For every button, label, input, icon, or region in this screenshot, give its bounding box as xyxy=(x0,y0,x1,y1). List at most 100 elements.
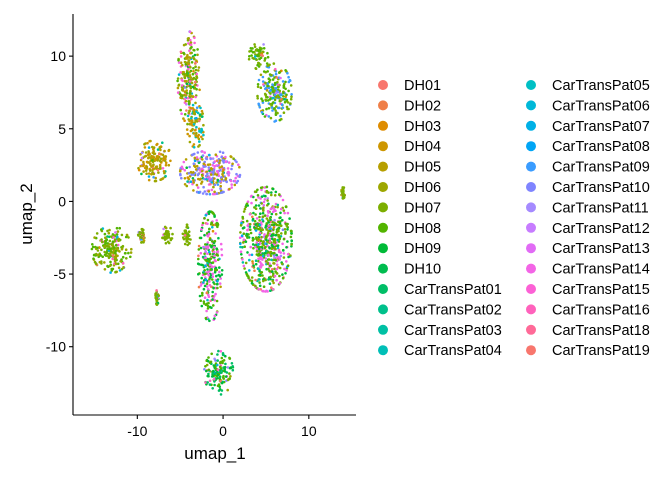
scatter-point xyxy=(209,182,212,186)
scatter-point xyxy=(183,94,186,97)
scatter-point xyxy=(183,97,187,101)
scatter-point xyxy=(238,165,241,169)
scatter-point xyxy=(190,153,194,157)
scatter-point xyxy=(231,162,234,166)
scatter-point xyxy=(219,184,222,188)
scatter-point xyxy=(342,186,346,189)
scatter-point xyxy=(256,85,260,89)
scatter-point xyxy=(121,255,125,259)
scatter-point xyxy=(266,214,269,217)
scatter-point xyxy=(225,371,229,374)
scatter-point xyxy=(249,231,253,235)
scatter-point xyxy=(114,231,117,234)
scatter-point xyxy=(290,231,293,235)
scatter-point xyxy=(187,111,190,115)
scatter-point xyxy=(258,281,261,284)
scatter-point xyxy=(263,57,267,60)
scatter-point xyxy=(144,142,147,145)
scatter-point xyxy=(147,178,151,182)
scatter-point xyxy=(268,246,271,249)
scatter-point xyxy=(189,86,193,90)
scatter-point xyxy=(192,76,196,80)
scatter-point xyxy=(258,250,262,253)
scatter-point xyxy=(264,86,268,90)
legend-label: DH06 xyxy=(404,180,441,196)
scatter-point xyxy=(269,275,273,279)
scatter-point xyxy=(269,289,272,293)
scatter-point xyxy=(192,67,195,70)
legend-item: CarTransPat07 xyxy=(526,119,650,135)
legend-item: CarTransPat14 xyxy=(526,262,650,278)
legend-label: CarTransPat15 xyxy=(552,282,650,298)
scatter-point xyxy=(268,89,272,93)
scatter-point xyxy=(249,245,252,249)
scatter-point xyxy=(281,80,285,83)
scatter-point xyxy=(92,253,96,257)
scatter-point xyxy=(216,353,219,356)
y-tick-label: -10 xyxy=(46,339,66,355)
scatter-point xyxy=(186,234,190,238)
scatter-point xyxy=(279,216,282,219)
legend-label: CarTransPat16 xyxy=(552,302,650,318)
scatter-point xyxy=(200,180,204,183)
scatter-point xyxy=(129,255,132,259)
scatter-point xyxy=(202,162,206,166)
scatter-point xyxy=(220,273,224,276)
scatter-point xyxy=(198,113,202,116)
scatter-point xyxy=(90,247,94,251)
scatter-point xyxy=(192,112,196,115)
scatter-point xyxy=(188,49,191,52)
scatter-point xyxy=(189,43,193,46)
scatter-point xyxy=(269,102,272,106)
scatter-point xyxy=(197,285,201,289)
scatter-point xyxy=(167,163,171,167)
scatter-point xyxy=(122,266,125,269)
scatter-point xyxy=(271,187,275,191)
scatter-point xyxy=(270,258,273,262)
legend-item: DH03 xyxy=(378,119,441,135)
scatter-point xyxy=(185,184,189,188)
scatter-point xyxy=(197,69,200,72)
scatter-point xyxy=(233,179,237,183)
scatter-point xyxy=(265,228,268,231)
scatter-point xyxy=(272,206,275,209)
scatter-point xyxy=(201,223,204,227)
scatter-point xyxy=(274,247,277,251)
scatter-point xyxy=(183,169,187,172)
scatter-point xyxy=(196,151,200,154)
scatter-point xyxy=(251,239,255,242)
scatter-point xyxy=(230,186,233,189)
scatter-point xyxy=(92,257,95,261)
scatter-point xyxy=(213,383,216,387)
scatter-point xyxy=(194,68,198,72)
scatter-point xyxy=(213,215,216,218)
scatter-point xyxy=(195,156,199,159)
scatter-point xyxy=(208,210,211,213)
scatter-point xyxy=(254,229,258,232)
scatter-point xyxy=(263,233,266,236)
scatter-point xyxy=(278,71,281,74)
scatter-point xyxy=(163,238,167,241)
scatter-point xyxy=(152,146,156,149)
scatter-point xyxy=(206,241,210,244)
scatter-point xyxy=(203,177,206,181)
scatter-point xyxy=(216,183,220,186)
scatter-point xyxy=(151,164,155,167)
x-tick-label: 0 xyxy=(219,423,227,439)
scatter-point xyxy=(212,377,216,381)
scatter-point xyxy=(190,119,194,122)
scatter-point xyxy=(261,252,265,255)
scatter-point xyxy=(271,83,274,86)
scatter-point xyxy=(146,141,149,145)
scatter-point xyxy=(341,192,345,195)
scatter-point xyxy=(273,274,277,278)
scatter-point xyxy=(238,236,242,239)
scatter-point xyxy=(248,212,252,216)
scatter-point xyxy=(278,274,281,278)
scatter-point xyxy=(283,211,286,215)
scatter-point xyxy=(255,58,258,61)
scatter-point xyxy=(237,163,240,166)
scatter-point xyxy=(211,375,215,378)
scatter-point xyxy=(181,89,185,92)
scatter-point xyxy=(258,278,261,281)
